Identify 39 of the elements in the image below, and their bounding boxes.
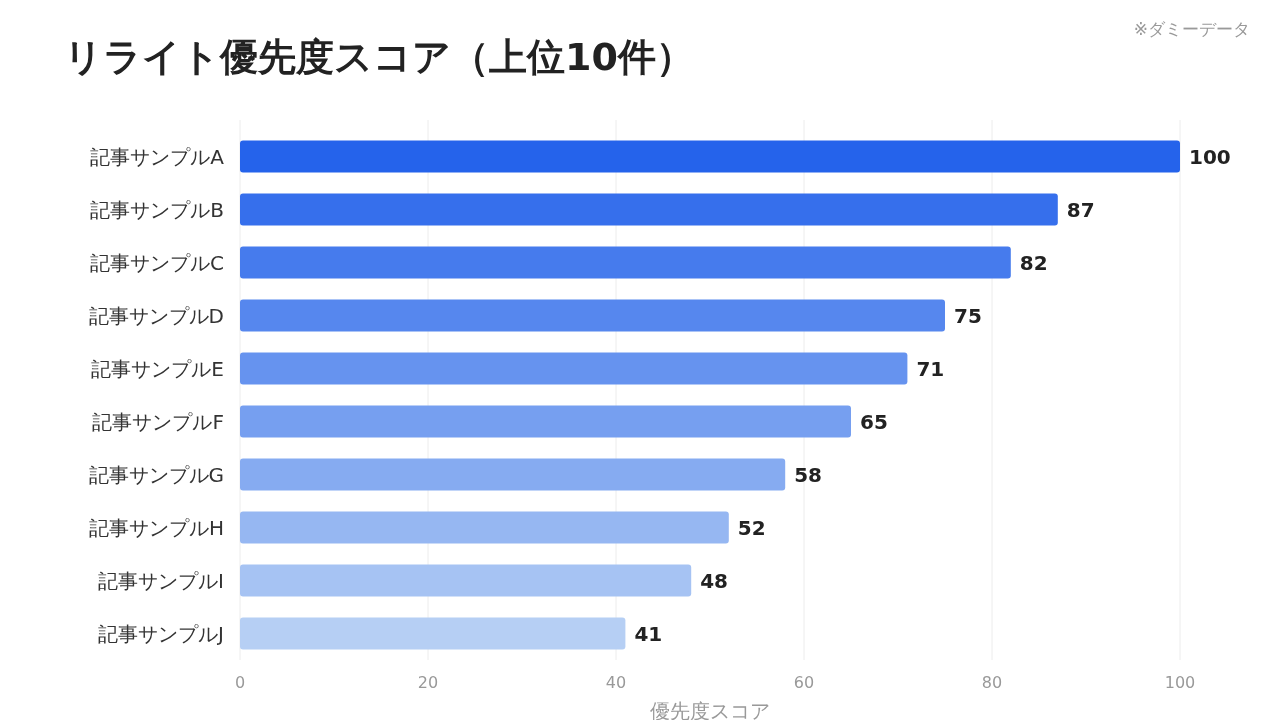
y-tick-label: 記事サンプルJ (98, 621, 224, 646)
bar (240, 193, 1058, 226)
bar (240, 405, 851, 438)
data-label: 75 (954, 303, 982, 328)
bar (240, 511, 729, 544)
x-tick-label: 80 (981, 673, 1003, 692)
x-tick-label: 0 (234, 673, 246, 692)
y-tick-label: 記事サンプルC (90, 250, 224, 275)
y-tick-label: 記事サンプルI (98, 568, 224, 593)
bar (240, 458, 786, 491)
chart-title: リライト優先度スコア（上位10件） (64, 35, 694, 79)
x-tick-label: 60 (793, 673, 815, 692)
y-tick-label: 記事サンプルG (88, 462, 224, 487)
data-label: 71 (916, 356, 945, 381)
x-tick-label: 20 (417, 673, 439, 692)
y-tick-label: 記事サンプルD (88, 303, 224, 328)
data-label: 48 (700, 568, 729, 593)
data-label: 52 (737, 515, 766, 540)
bar (240, 246, 1011, 279)
x-axis-title: 優先度スコア (650, 699, 770, 720)
data-label: 100 (1189, 144, 1231, 169)
bar (240, 299, 945, 332)
y-tick-label: 記事サンプルH (88, 515, 224, 540)
bar (240, 564, 692, 597)
data-label: 41 (634, 621, 663, 646)
bar (240, 352, 908, 385)
y-tick-label: 記事サンプルF (92, 409, 224, 434)
bar (240, 617, 626, 650)
text: ※ダミーデータ (1133, 19, 1250, 39)
data-label: 82 (1019, 250, 1048, 275)
y-tick-label: 記事サンプルA (90, 144, 225, 169)
bar (240, 140, 1180, 173)
x-tick-label: 40 (605, 673, 627, 692)
y-tick-label: 記事サンプルB (90, 197, 224, 222)
x-tick-label: 100 (1164, 673, 1196, 692)
data-label: 58 (794, 462, 823, 487)
data-label: 65 (860, 409, 888, 434)
y-tick-label: 記事サンプルE (91, 356, 224, 381)
data-label: 87 (1066, 197, 1095, 222)
